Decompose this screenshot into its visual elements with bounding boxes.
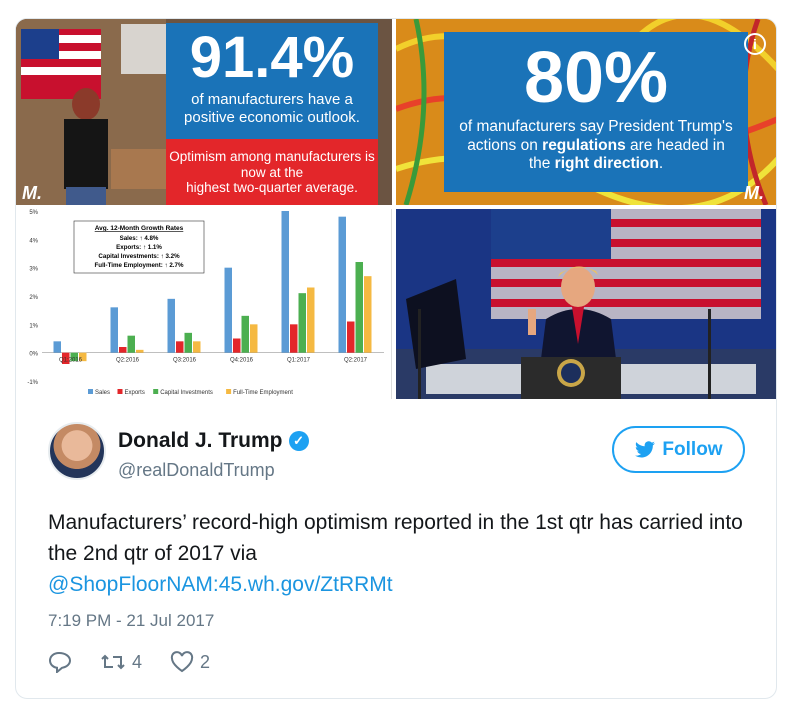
stat-caption: of manufacturers say President Trump's a… (444, 118, 748, 174)
bar (233, 338, 241, 353)
legend-swatch (88, 389, 93, 394)
legend-label: Exports (125, 390, 145, 396)
bar (241, 315, 249, 353)
retweet-count: 4 (132, 651, 143, 672)
growth-bar-chart: 5% 4% 3% 2% 1% 0% -1% Q1:2016 Q2:2016 Q3:2016 Q4:2… (27, 210, 384, 396)
bar (250, 324, 258, 353)
media-grid[interactable]: 91.4% of manufacturers have a positive e… (16, 19, 776, 399)
tweet-text: Manufacturers’ record-high optimism repo… (48, 507, 748, 600)
legend-label: Capital Investments (160, 390, 213, 396)
annotation-line: Sales: ↑ 4.8% (120, 235, 159, 242)
bar (176, 341, 184, 353)
author-avatar[interactable] (48, 422, 106, 480)
annotation-line: Full-Time Employment: ↑ 2.7% (95, 262, 184, 269)
tweet-card: 91.4% of manufacturers have a positive e… (15, 18, 777, 699)
annotation-line: Capital Investments: ↑ 3.2% (98, 253, 180, 260)
red-caption-line1: Optimism among manufacturers is now at t… (169, 149, 375, 180)
bar (167, 298, 175, 353)
mention-separator: : (212, 573, 219, 596)
stat-panel-blue: 80% of manufacturers say President Trump… (444, 32, 748, 192)
y-tick-label: 0% (29, 352, 38, 358)
x-tick-label: Q2:2016 (116, 358, 140, 364)
bar (307, 287, 315, 353)
follow-button[interactable]: Follow (612, 426, 745, 473)
y-tick-label: 3% (29, 267, 38, 273)
media-tile-speech-photo[interactable] (396, 209, 776, 399)
heart-icon (170, 651, 194, 673)
retweet-icon (101, 654, 125, 670)
bar (79, 352, 87, 362)
x-tick-label: Q1:2017 (287, 358, 311, 364)
legend-label: Sales (95, 390, 110, 396)
caption-regulations: regulations (542, 136, 626, 154)
annotation-line: Exports: ↑ 1.1% (116, 244, 162, 251)
bar (193, 341, 201, 353)
bar (184, 332, 192, 353)
x-tick-label: Q2:2017 (344, 358, 368, 364)
annotation-box (73, 220, 205, 274)
legend-label: Full-Time Employment (233, 390, 293, 396)
bar (110, 307, 118, 353)
bar (224, 267, 232, 353)
legend-swatch (226, 389, 232, 394)
twitter-bird-icon (635, 440, 656, 457)
media-tile-optimism[interactable]: 91.4% of manufacturers have a positive e… (16, 19, 392, 205)
mention-link[interactable]: @ShopFloorNAM (48, 573, 213, 596)
bar (347, 321, 355, 353)
bar (119, 347, 127, 353)
stat-caption: of manufacturers have a positive economi… (184, 91, 360, 126)
url-link[interactable]: 45.wh.gov/ZtRRMt (218, 573, 393, 596)
bar (298, 293, 306, 353)
caption-part-c: are headed in the (528, 136, 725, 173)
bar (338, 216, 346, 353)
reply-action[interactable] (48, 651, 72, 673)
x-tick-label: Q4:2016 (230, 358, 254, 364)
like-count: 2 (200, 651, 211, 672)
m-logo: M. (22, 183, 42, 203)
bar (136, 349, 144, 353)
like-action[interactable]: 2 (170, 651, 210, 673)
caption-right-direction: right direction (554, 155, 659, 173)
info-icon[interactable]: i (744, 33, 766, 55)
stat-panel-red: Optimism among manufacturers is now at t… (166, 139, 378, 205)
bar (364, 276, 372, 353)
author-handle[interactable]: @realDonaldTrump (118, 460, 275, 480)
bar (281, 211, 289, 353)
stat-panel-blue: 91.4% of manufacturers have a positive e… (166, 23, 378, 139)
x-tick-label: Q1:2016 (59, 358, 83, 364)
speech-photo (396, 209, 776, 399)
chart-title: Avg. 12-Month Growth Rates (95, 225, 184, 232)
bar (70, 352, 78, 362)
red-caption-line2: highest two-quarter average. (186, 180, 358, 196)
bar (127, 335, 135, 353)
caption-part-a: of manufacturers say President Trump's a… (459, 118, 733, 154)
follow-label: Follow (662, 438, 723, 460)
reply-icon (48, 651, 72, 673)
y-tick-label: 4% (29, 238, 38, 244)
bar (355, 262, 363, 353)
y-tick-label: 1% (29, 323, 38, 329)
author-name-row[interactable]: Donald J. Trump ✓ (118, 429, 309, 453)
stat-percent: 80% (523, 38, 669, 118)
bar (290, 324, 298, 353)
stat-percent: 91.4% (189, 25, 355, 90)
author-name[interactable]: Donald J. Trump (118, 429, 283, 452)
legend-swatch (153, 389, 159, 394)
tweet-body: Manufacturers’ record-high optimism repo… (48, 511, 743, 565)
bar (53, 341, 61, 353)
tweet-timestamp[interactable]: 7:19 PM - 21 Jul 2017 (48, 611, 215, 630)
tweet-actions: 4 2 (48, 651, 210, 673)
y-tick-label: 5% (29, 210, 38, 216)
media-tile-chart[interactable]: 5% 4% 3% 2% 1% 0% -1% Q1:2016 Q2:2016 Q3:2016 Q4:2… (16, 209, 392, 399)
caption-period: . (658, 155, 664, 173)
retweet-action[interactable]: 4 (100, 652, 142, 673)
y-tick-label: -1% (27, 380, 38, 386)
legend-swatch (117, 389, 123, 394)
bar (62, 352, 70, 364)
x-tick-label: Q3:2016 (173, 358, 197, 364)
y-tick-label: 2% (29, 295, 38, 301)
verified-badge-icon: ✓ (288, 431, 309, 451)
m-logo: M. (744, 183, 764, 203)
media-tile-regulations[interactable]: 80% of manufacturers say President Trump… (396, 19, 776, 205)
